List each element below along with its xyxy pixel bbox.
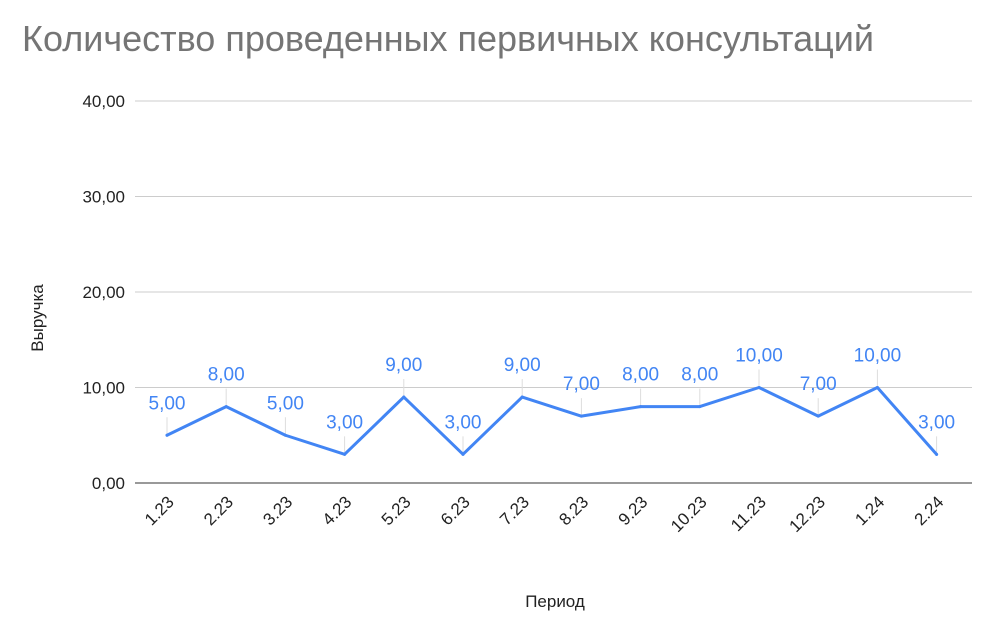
series-line [165,386,939,456]
data-point-2 [283,433,287,437]
x-tick-label-11: 12.23 [786,492,830,536]
x-tick-label-8: 9.23 [615,492,652,529]
data-label-10: 10,00 [735,346,783,367]
y-tick-label-2: 20,00 [82,283,125,302]
y-tick-label-4: 40,00 [82,92,125,111]
x-tick-label-7: 8.23 [555,492,592,529]
data-label-13: 3,00 [918,412,955,433]
data-point-10 [757,386,761,389]
x-tick-label-9: 10.23 [667,492,711,536]
x-tick-label-12: 1.24 [851,492,888,529]
x-tick-label-6: 7.23 [496,492,533,529]
data-point-6 [520,395,524,399]
data-label-1: 8,00 [208,365,245,386]
x-tick-label-10: 11.23 [727,492,770,535]
data-label-2: 5,00 [267,393,304,414]
x-tick-label-2: 3.23 [259,492,296,529]
data-point-0 [165,433,169,437]
data-point-7 [579,414,583,418]
data-point-4 [402,395,406,399]
data-point-8 [639,405,643,409]
x-tick-label-3: 4.23 [319,492,356,529]
data-point-12 [875,386,879,389]
data-point-13 [935,452,939,456]
data-label-7: 7,00 [563,374,600,395]
data-point-1 [224,405,228,409]
x-tick-label-1: 2.23 [200,492,237,529]
data-point-5 [461,452,465,456]
data-label-5: 3,00 [445,412,482,433]
y-tick-label-0: 0,00 [92,474,125,493]
data-label-6: 9,00 [504,355,541,376]
y-tick-label-1: 10,00 [82,379,125,398]
data-point-3 [343,452,347,456]
chart-title: Количество проведенных первичных консуль… [22,18,874,59]
x-axis-label: Период [525,592,585,611]
data-label-8: 8,00 [622,365,659,386]
data-label-0: 5,00 [149,393,186,414]
data-label-4: 9,00 [385,355,422,376]
x-tick-label-13: 2.24 [911,492,948,529]
data-label-12: 10,00 [854,346,902,367]
x-tick-label-4: 5.23 [378,492,415,529]
x-tick-label-5: 6.23 [437,492,474,529]
data-label-9: 8,00 [681,365,718,386]
data-label-11: 7,00 [800,374,837,395]
data-label-3: 3,00 [326,412,363,433]
x-tick-label-0: 1.23 [141,492,178,529]
y-tick-label-3: 30,00 [82,188,125,207]
data-point-11 [816,414,820,418]
data-point-9 [698,405,702,409]
